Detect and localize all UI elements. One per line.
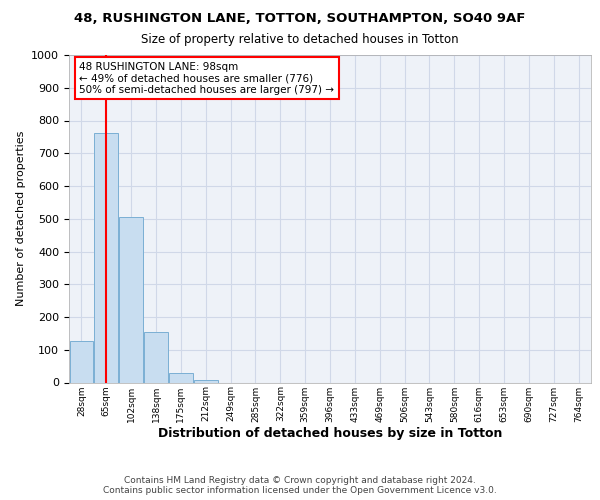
Bar (144, 332, 168, 382)
Bar (94, 133, 118, 382)
Bar (194, 380, 218, 382)
Text: Contains HM Land Registry data © Crown copyright and database right 2024.
Contai: Contains HM Land Registry data © Crown c… (103, 476, 497, 495)
Y-axis label: Number of detached properties: Number of detached properties (16, 131, 26, 306)
Bar (119, 217, 143, 382)
Text: 48 RUSHINGTON LANE: 98sqm
← 49% of detached houses are smaller (776)
50% of semi: 48 RUSHINGTON LANE: 98sqm ← 49% of detac… (79, 62, 334, 95)
Bar (169, 374, 193, 382)
X-axis label: Distribution of detached houses by size in Totton: Distribution of detached houses by size … (158, 427, 502, 440)
Text: Size of property relative to detached houses in Totton: Size of property relative to detached ho… (141, 32, 459, 46)
Text: 48, RUSHINGTON LANE, TOTTON, SOUTHAMPTON, SO40 9AF: 48, RUSHINGTON LANE, TOTTON, SOUTHAMPTON… (74, 12, 526, 26)
Bar (70, 340, 93, 382)
